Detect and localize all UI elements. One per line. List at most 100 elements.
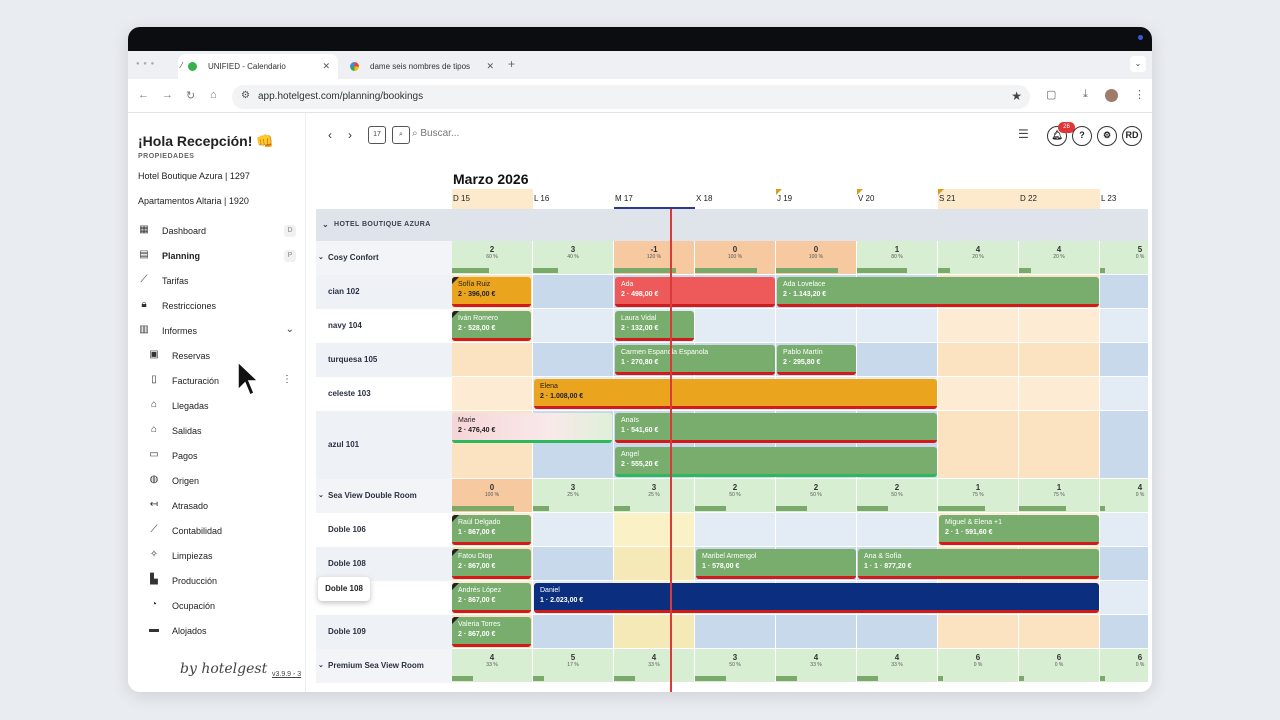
availability-cell[interactable]: 2 50 % (857, 479, 937, 512)
calendar-cell[interactable] (533, 547, 613, 580)
booking-block[interactable]: Laura Vidal 2 · 132,00 € (615, 311, 694, 341)
calendar-cell[interactable] (938, 309, 1018, 342)
close-tab-icon[interactable]: ✕ (322, 61, 330, 71)
booking-block[interactable]: Daniel 1 · 2.023,00 € (534, 583, 1099, 613)
day-column-header[interactable]: J 19 (776, 189, 857, 209)
room-row-label[interactable]: navy 104 (316, 309, 452, 343)
availability-cell[interactable]: 4 33 % (452, 649, 532, 682)
close-tab-icon[interactable]: ✕ (486, 61, 494, 71)
nav-atrasado[interactable]: ↤ Atrasado (128, 496, 306, 516)
calendar-cell[interactable] (857, 513, 937, 546)
calendar-cell[interactable] (452, 377, 532, 410)
nav-reservas[interactable]: ▣ Reservas (128, 346, 306, 366)
next-icon[interactable]: › (348, 128, 352, 142)
booking-block[interactable]: Ada 2 · 498,00 € (615, 277, 775, 307)
room-row-label[interactable]: Doble 109 (316, 615, 452, 649)
new-tab-icon[interactable]: + (508, 57, 516, 71)
day-column-header[interactable]: X 18 (696, 194, 713, 203)
calendar-cell[interactable] (533, 309, 613, 342)
nav-salidas[interactable]: ⌂ Salidas (128, 421, 306, 441)
day-column-header[interactable]: S 21 (938, 189, 1019, 209)
booking-block[interactable]: Fatou Diop 2 · 867,00 € (452, 549, 531, 579)
calendar-cell[interactable] (1100, 411, 1148, 478)
calendar-cell[interactable] (1100, 309, 1148, 342)
availability-cell[interactable]: 2 50 % (695, 479, 775, 512)
calendar-cell[interactable] (938, 377, 1018, 410)
tab-search-icon[interactable]: ⌄ (1130, 56, 1146, 72)
day-column-header[interactable]: D 15 (452, 189, 533, 209)
url-field[interactable]: ⚙ app.hotelgest.com/planning/bookings ★ (232, 85, 1030, 109)
booking-block[interactable]: Raúl Delgado 1 · 867,00 € (452, 515, 531, 545)
availability-cell[interactable]: 1 75 % (1019, 479, 1099, 512)
availability-cell[interactable]: 4 33 % (614, 649, 694, 682)
version-link[interactable]: v3.9.9 - 3 (272, 671, 302, 678)
calendar-search-icon[interactable]: ⌕ (392, 126, 410, 144)
calendar-cell[interactable] (1019, 377, 1099, 410)
window-controls[interactable]: ● ● ● (136, 61, 156, 67)
availability-cell[interactable]: 3 25 % (533, 479, 613, 512)
availability-cell[interactable]: 0 100 % (695, 241, 775, 274)
bell-icon[interactable]: 🔔︎ (1047, 126, 1067, 146)
booking-block[interactable]: Sofía Ruiz 2 · 396,00 € (452, 277, 531, 307)
property-apartamentos-altaria[interactable]: Apartamentos Altaria | 1920 (138, 196, 249, 206)
prev-icon[interactable]: ‹ (328, 128, 332, 142)
nav-origen[interactable]: ◍ Origen (128, 471, 306, 491)
calendar-cell[interactable] (614, 615, 694, 648)
calendar-cell[interactable] (533, 343, 613, 376)
calendar-cell[interactable] (533, 513, 613, 546)
booking-block[interactable]: Andrés López 2 · 867,00 € (452, 583, 531, 613)
calendar-cell[interactable] (452, 343, 532, 376)
calendar-cell[interactable] (1019, 309, 1099, 342)
room-row-label[interactable]: celeste 103 (316, 377, 452, 411)
home-icon[interactable]: ⌂ (210, 89, 217, 101)
availability-cell[interactable]: 0 100 % (776, 241, 856, 274)
extensions-icon[interactable]: ▢ (1046, 89, 1057, 101)
room-row-label[interactable]: cian 102 (316, 275, 452, 309)
calendar-cell[interactable] (857, 615, 937, 648)
nav-produccion[interactable]: ▙ Producción (128, 571, 306, 591)
availability-cell[interactable]: 4 33 % (857, 649, 937, 682)
day-column-header[interactable]: L 23 (1101, 194, 1117, 203)
day-column-header-today[interactable]: M 17 (614, 189, 695, 209)
tab-unified-calendar[interactable]: ⁄ UNIFIED - Calendario ✕ (178, 54, 338, 79)
calendar-cell[interactable] (614, 547, 694, 580)
availability-cell[interactable]: 5 17 % (533, 649, 613, 682)
availability-cell[interactable]: 2 50 % (776, 479, 856, 512)
booking-block[interactable]: Elena 2 · 1.008,00 € (534, 379, 937, 409)
calendar-cell[interactable] (1019, 411, 1099, 478)
filter-icon[interactable]: ☰ (1018, 127, 1029, 141)
room-category-label[interactable]: ⌄ Sea View Double Room (316, 479, 452, 513)
nav-alojados[interactable]: ▬ Alojados (149, 624, 207, 636)
room-row-label[interactable]: Doble 106 (316, 513, 452, 547)
room-category-label[interactable]: ⌄ Premium Sea View Room (316, 649, 452, 683)
calendar-cell[interactable] (1019, 343, 1099, 376)
calendar-cell[interactable] (533, 615, 613, 648)
tab-google-search[interactable]: dame seis nombres de tipos ✕ (340, 54, 502, 79)
room-row-label[interactable]: azul 101 (316, 411, 452, 479)
booking-block[interactable]: Carmen Espanola Espanola 1 · 270,80 € (615, 345, 775, 375)
calendar-cell[interactable] (938, 343, 1018, 376)
availability-cell[interactable]: 4 33 % (776, 649, 856, 682)
calendar-cell[interactable] (1100, 377, 1148, 410)
availability-cell[interactable]: 0 100 % (452, 479, 532, 512)
calendar-cell[interactable] (1019, 615, 1099, 648)
calendar-cell[interactable] (938, 411, 1018, 478)
day-column-header[interactable]: L 16 (534, 194, 550, 203)
more-options-icon[interactable]: ⋮ (282, 374, 292, 385)
nav-informes[interactable]: ▥ Informes ⌄ (128, 321, 306, 341)
nav-ocupacion[interactable]: ◔ Ocupación (128, 596, 306, 616)
back-icon[interactable]: ← (138, 89, 149, 101)
booking-block[interactable]: Maribel Armengol 1 · 578,00 € (696, 549, 856, 579)
booking-block[interactable]: Angel 2 · 555,20 € (615, 447, 937, 477)
availability-cell[interactable]: 1 75 % (938, 479, 1018, 512)
booking-block[interactable]: Pablo Martín 2 · 295,80 € (777, 345, 856, 375)
room-row-label[interactable]: turquesa 105 (316, 343, 452, 377)
booking-block[interactable]: Ana & Sofía 1 · 1 · 877,20 € (858, 549, 1099, 579)
nav-tarifas[interactable]: ⟋ Tarifas (128, 271, 306, 291)
booking-block[interactable]: Iván Romero 2 · 528,00 € (452, 311, 531, 341)
search-input[interactable]: ⌕ Buscar... (412, 128, 460, 139)
calendar-cell[interactable] (938, 615, 1018, 648)
